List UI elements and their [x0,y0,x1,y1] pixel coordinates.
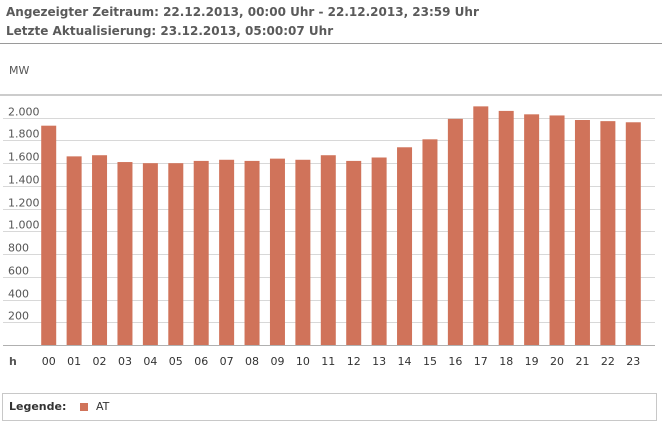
legend: Legende: AT [2,393,657,421]
y-tick-labels: 200 400 600 800 1.000 1.200 1.400 1.600 1.800 2.0… [8,106,40,323]
legend-label-at: AT [96,400,110,413]
x-tick-label: 09 [270,355,284,368]
bar-02[interactable] [92,155,108,345]
x-tick-label: 15 [423,355,437,368]
bar-10[interactable] [295,159,311,345]
x-tick-label: 10 [296,355,310,368]
bar-20[interactable] [549,115,565,345]
legend-swatch-at [80,403,88,411]
bar-15[interactable] [422,139,438,345]
bar-18[interactable] [498,110,514,345]
x-tick-label: 02 [93,355,107,368]
bar-13[interactable] [371,157,387,346]
x-tick-label: 22 [601,355,615,368]
y-tick-label: 1.200 [8,197,40,210]
bar-14[interactable] [397,147,413,345]
y-tick-label: 800 [8,242,29,255]
bar-07[interactable] [219,159,235,345]
y-tick-label: 200 [8,310,29,323]
bar-00[interactable] [41,125,57,345]
x-tick-label: 19 [525,355,539,368]
y-tick-label: 1.400 [8,174,40,187]
x-tick-label: 08 [245,355,259,368]
y-axis-label: MW [9,64,29,77]
x-tick-label: 05 [169,355,183,368]
x-tick-label: 13 [372,355,386,368]
bar-23[interactable] [625,122,641,345]
x-tick-label: 16 [448,355,462,368]
y-tick-label: 600 [8,265,29,278]
bar-17[interactable] [473,106,489,345]
x-tick-label: 07 [220,355,234,368]
legend-title: Legende: [9,400,67,413]
bar-21[interactable] [574,120,590,345]
x-tick-label: 04 [143,355,157,368]
x-tick-labels: 00 01 02 03 04 05 06 07 08 09 10 11 12 13 14 15 16 17 18 19… [42,355,641,368]
bar-12[interactable] [346,160,362,345]
chart-header: Angezeigter Zeitraum: 22.12.2013, 00:00 … [6,3,479,41]
bar-11[interactable] [320,155,336,345]
bar-04[interactable] [142,163,158,345]
x-tick-label: 20 [550,355,564,368]
y-tick-label: 400 [8,288,29,301]
x-tick-label: 11 [321,355,335,368]
x-tick-label: 21 [575,355,589,368]
x-tick-label: 12 [347,355,361,368]
bar-19[interactable] [524,114,540,346]
x-tick-label: 18 [499,355,513,368]
bar-05[interactable] [168,163,184,345]
x-tick-label: 03 [118,355,132,368]
bar-chart: MW h 2004006008001.0001.2001.4001.6001.8… [0,64,662,368]
y-tick-label: 1.000 [8,219,40,232]
x-tick-label: 14 [398,355,412,368]
bar-16[interactable] [447,118,463,345]
x-axis-label: h [9,355,17,368]
x-tick-label: 00 [42,355,56,368]
bar-03[interactable] [117,162,133,345]
x-tick-label: 17 [474,355,488,368]
bar-09[interactable] [269,158,285,345]
y-tick-label: 1.600 [8,151,40,164]
x-tick-label: 01 [67,355,81,368]
bar-01[interactable] [66,156,82,345]
bar-08[interactable] [244,160,260,345]
bars [41,106,641,346]
header-separator [0,43,662,44]
displayed-period: Angezeigter Zeitraum: 22.12.2013, 00:00 … [6,5,479,19]
last-update: Letzte Aktualisierung: 23.12.2013, 05:00… [6,24,334,38]
bar-06[interactable] [193,160,209,345]
x-tick-label: 06 [194,355,208,368]
bar-22[interactable] [600,121,616,346]
y-tick-label: 2.000 [8,106,40,119]
x-tick-label: 23 [626,355,640,368]
y-tick-label: 1.800 [8,128,40,141]
